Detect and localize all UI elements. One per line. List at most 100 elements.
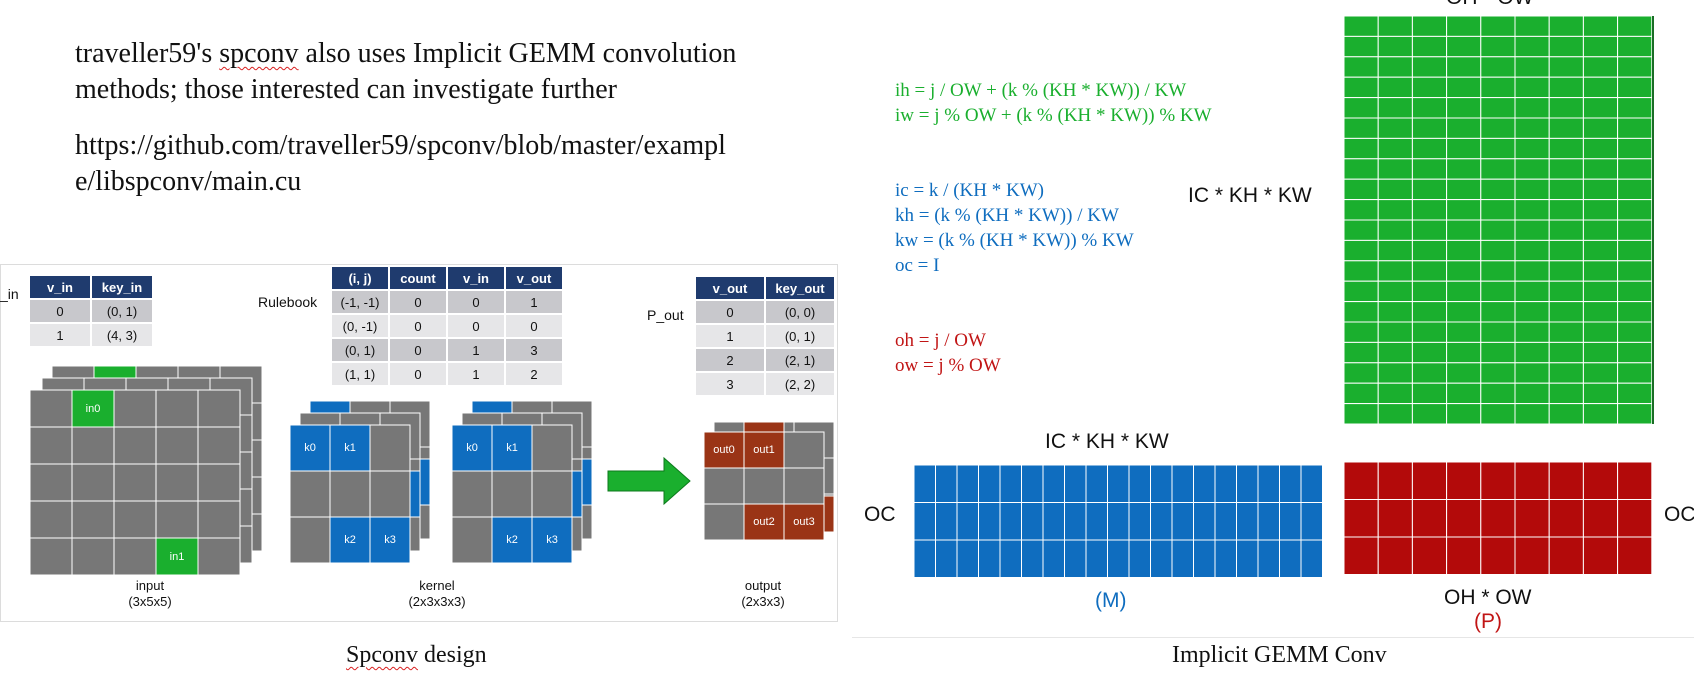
- grid-cell: [1150, 502, 1173, 541]
- grid-cell: [1617, 461, 1653, 500]
- grid-cell: [1617, 280, 1653, 303]
- grid-cell: [1548, 137, 1584, 160]
- grid-cell: [1514, 362, 1550, 384]
- intro-text: traveller59's spconv also uses Implicit …: [75, 36, 775, 220]
- spconv-link[interactable]: https://github.com/traveller59/spconv/bl…: [75, 130, 726, 197]
- grid-cell: [1548, 199, 1584, 221]
- grid-cell: [1480, 35, 1516, 58]
- table-row: (0, -1) 0 0 0: [332, 315, 562, 337]
- grid-cell: [1171, 464, 1194, 503]
- kernel-side-cell: [571, 470, 583, 518]
- grid-cell: [1214, 539, 1237, 578]
- table-row: 3 (2, 2): [696, 373, 834, 395]
- grid-cell: [1411, 280, 1448, 303]
- grid-cell: [1548, 158, 1584, 180]
- grid-cell: [703, 467, 745, 505]
- grid-cell: [1446, 382, 1482, 405]
- grid-cell: [743, 467, 785, 505]
- grid-cell: [71, 463, 115, 502]
- p-label: (P): [1474, 610, 1502, 633]
- grid-cell: [1377, 15, 1413, 37]
- grid-cell: [1480, 260, 1516, 282]
- grid-cell: [1021, 502, 1044, 541]
- output-label: output: [744, 578, 782, 593]
- grid-cell: [956, 502, 979, 541]
- table-cell: 0: [390, 363, 446, 385]
- grid-cell: [329, 470, 371, 518]
- grid-cell: [1480, 536, 1516, 575]
- grid-cell: [1582, 15, 1619, 37]
- grid-cell: [1257, 539, 1280, 578]
- grid-cell: [1514, 158, 1550, 180]
- kernel-cell-label: k1: [506, 442, 518, 454]
- table-cell: 1: [506, 291, 562, 313]
- grid-cell: [1343, 158, 1379, 180]
- kernel-cell-label: k0: [304, 442, 316, 454]
- grid-cell: [1514, 341, 1550, 364]
- output-dims: (2x3x3): [741, 594, 785, 609]
- grid-cell: [1343, 35, 1379, 58]
- grid-cell: [1582, 158, 1619, 180]
- output-cell: [743, 431, 785, 469]
- grid-cell: [1411, 199, 1448, 221]
- grid-cell: [1214, 464, 1237, 503]
- formula-line: kh = (k % (KH * KW)) / KW: [895, 205, 1119, 226]
- grid-cell: [1548, 321, 1584, 343]
- input-caption: input (3x5x5): [100, 578, 200, 610]
- kernel-cell: [289, 424, 331, 472]
- grid-cell: [1617, 382, 1653, 405]
- oc-label: OC: [864, 503, 896, 526]
- grid-cell: [369, 470, 411, 518]
- grid-cell: [1446, 536, 1482, 575]
- grid-cell: [1446, 117, 1482, 139]
- formula-line: ow = j % OW: [895, 355, 1001, 376]
- grid-cell: [1377, 35, 1413, 58]
- cut-in-label: _in: [0, 286, 19, 302]
- green-matrix-edge: [1652, 16, 1654, 424]
- grid-cell: [1150, 539, 1173, 578]
- grid-cell: [1236, 502, 1259, 541]
- green-formulas: ih = j / OW + (k % (KH * KW)) / KW iw = j…: [895, 78, 1212, 128]
- grid-cell: [71, 537, 115, 576]
- grid-cell: [913, 502, 936, 541]
- v-out-table: v_out key_out 0 (0, 0) 1 (0, 1) 2 (2, 1) 3 (2, 2): [694, 275, 836, 397]
- kernel-cell: [451, 424, 493, 472]
- grid-cell: [1377, 341, 1413, 364]
- table-row: (0, 1) 0 1 3: [332, 339, 562, 361]
- grid-cell: [1377, 301, 1413, 323]
- grid-cell: [978, 502, 1001, 541]
- grid-cell: [978, 539, 1001, 578]
- grid-cell: [1411, 219, 1448, 241]
- grid-cell: [1343, 178, 1379, 201]
- grid-cell: [1257, 464, 1280, 503]
- grid-cell: [783, 431, 825, 469]
- grid-cell: [1548, 461, 1584, 500]
- kernel-cell: [531, 516, 573, 564]
- grid-cell: [1411, 461, 1448, 500]
- grid-cell: [1300, 539, 1323, 578]
- input-label: input: [135, 578, 165, 593]
- grid-cell: [29, 389, 73, 428]
- grid-cell: [197, 389, 241, 428]
- kernel-side-cell: [409, 470, 421, 518]
- grid-cell: [1446, 56, 1482, 78]
- grid-cell: [978, 464, 1001, 503]
- grid-cell: [1582, 97, 1619, 119]
- table-row: 2 (2, 1): [696, 349, 834, 371]
- kernel-cell-label: k3: [384, 534, 396, 546]
- grid-cell: [289, 516, 331, 564]
- grid-cell: [1480, 499, 1516, 538]
- in0-back-cell: [93, 365, 137, 379]
- grid-cell: [1617, 260, 1653, 282]
- grid-cell: [1548, 15, 1584, 37]
- grid-cell: [1446, 239, 1482, 262]
- grid-cell: [1617, 56, 1653, 78]
- grid-cell: [1021, 464, 1044, 503]
- grid-cell: [1548, 341, 1584, 364]
- intro-paragraph: traveller59's spconv also uses Implicit …: [75, 38, 737, 105]
- grid-cell: [1193, 502, 1216, 541]
- grid-cell: [1150, 464, 1173, 503]
- formula-line: oc = I: [895, 255, 940, 276]
- in1-cell: [155, 537, 199, 576]
- grid-cell: [531, 470, 573, 518]
